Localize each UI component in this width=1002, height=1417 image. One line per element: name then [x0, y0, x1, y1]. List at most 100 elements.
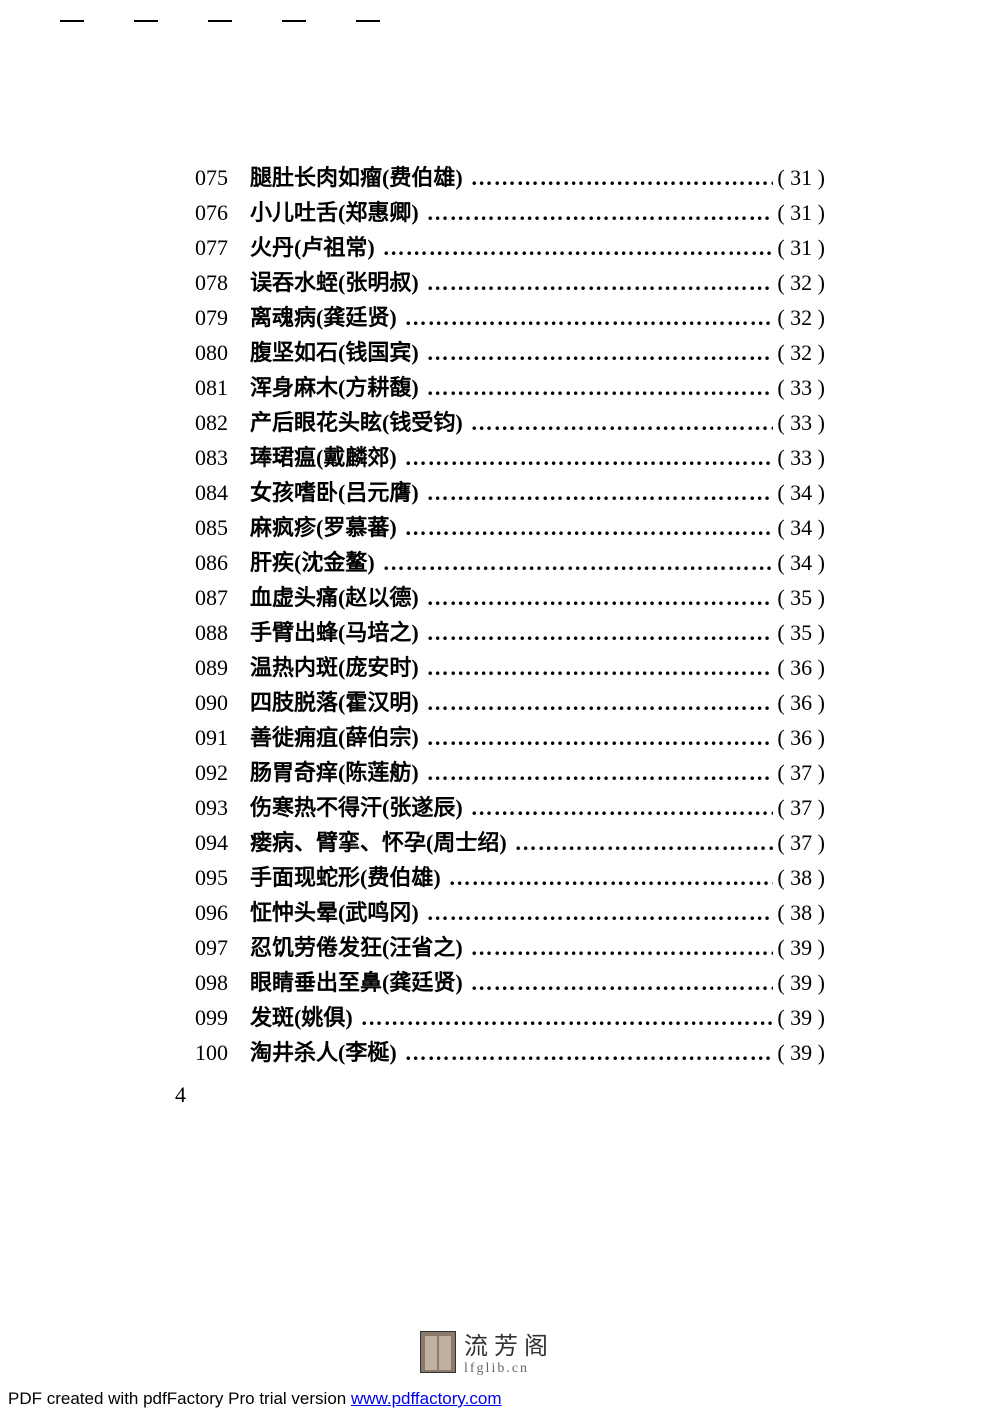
entry-title: 浑身麻木(方耕馥)	[250, 370, 419, 405]
logo-url-text: lfglib.cn	[464, 1361, 554, 1377]
entry-title: 淘井杀人(李梴)	[250, 1035, 397, 1070]
entry-title: 小儿吐舌(郑惠卿)	[250, 195, 419, 230]
entry-page: ( 33 )	[773, 370, 825, 405]
entry-title: 麻疯疹(罗慕蕃)	[250, 510, 397, 545]
entry-number: 077	[195, 230, 250, 265]
toc-entry: 094瘘病、臂挛、怀孕(周士绍)…………………………………………………………………	[195, 825, 825, 860]
toc-entry: 088手臂出蜂(马培之)………………………………………………………………( 35…	[195, 615, 825, 650]
entry-page: ( 32 )	[773, 300, 825, 335]
entry-page: ( 39 )	[773, 965, 825, 1000]
entry-title: 善徙痈疽(薛伯宗)	[250, 720, 419, 755]
entry-page: ( 34 )	[773, 545, 825, 580]
entry-number: 081	[195, 370, 250, 405]
toc-entry: 085麻疯疹(罗慕蕃)………………………………………………………………( 34 …	[195, 510, 825, 545]
book-icon	[420, 1331, 456, 1373]
toc-entry: 092肠胃奇痒(陈莲舫)………………………………………………………………( 37…	[195, 755, 825, 790]
entry-dots: ………………………………………………………………	[419, 195, 774, 230]
entry-title: 忍饥劳倦发狂(汪省之)	[250, 930, 463, 965]
entry-title: 血虚头痛(赵以德)	[250, 580, 419, 615]
entry-page: ( 32 )	[773, 265, 825, 300]
entry-title: 四肢脱落(霍汉明)	[250, 685, 419, 720]
entry-dots: ………………………………………………………………	[397, 1035, 774, 1070]
entry-page: ( 37 )	[773, 790, 825, 825]
entry-number: 087	[195, 580, 250, 615]
entry-page: ( 34 )	[773, 475, 825, 510]
entry-number: 083	[195, 440, 250, 475]
entry-page: ( 34 )	[773, 510, 825, 545]
entry-dots: ………………………………………………………………	[419, 895, 774, 930]
entry-page: ( 38 )	[773, 895, 825, 930]
entry-number: 085	[195, 510, 250, 545]
toc-entry: 082产后眼花头眩(钱受钧)………………………………………………………………( …	[195, 405, 825, 440]
entry-title: 怔忡头晕(武鸣冈)	[250, 895, 419, 930]
entry-number: 097	[195, 930, 250, 965]
entry-number: 092	[195, 755, 250, 790]
toc-entry: 078误吞水蛭(张明叔)………………………………………………………………( 32…	[195, 265, 825, 300]
toc-entry: 095手面现蛇形(费伯雄)………………………………………………………………( 3…	[195, 860, 825, 895]
toc-entry: 084女孩嗜卧(吕元膺)………………………………………………………………( 34…	[195, 475, 825, 510]
entry-title: 肝疾(沈金鳌)	[250, 545, 375, 580]
entry-title: 手面现蛇形(费伯雄)	[250, 860, 441, 895]
entry-number: 076	[195, 195, 250, 230]
entry-number: 075	[195, 160, 250, 195]
entry-dots: ………………………………………………………………	[419, 615, 774, 650]
entry-dots: ………………………………………………………………	[397, 440, 774, 475]
pdf-footer-link[interactable]: www.pdffactory.com	[351, 1389, 502, 1408]
entry-number: 098	[195, 965, 250, 1000]
entry-number: 084	[195, 475, 250, 510]
entry-page: ( 33 )	[773, 405, 825, 440]
entry-number: 080	[195, 335, 250, 370]
entry-title: 产后眼花头眩(钱受钧)	[250, 405, 463, 440]
entry-page: ( 31 )	[773, 230, 825, 265]
entry-page: ( 35 )	[773, 615, 825, 650]
entry-page: ( 39 )	[773, 1000, 825, 1035]
toc-entry: 090四肢脱落(霍汉明)………………………………………………………………( 36…	[195, 685, 825, 720]
entry-title: 火丹(卢祖常)	[250, 230, 375, 265]
entry-number: 089	[195, 650, 250, 685]
entry-number: 079	[195, 300, 250, 335]
entry-dots: ………………………………………………………………	[375, 545, 774, 580]
entry-dots: ………………………………………………………………	[397, 510, 774, 545]
top-border-marks	[60, 20, 380, 24]
entry-page: ( 36 )	[773, 650, 825, 685]
entry-title: 手臂出蜂(马培之)	[250, 615, 419, 650]
entry-dots: ………………………………………………………………	[463, 965, 774, 1000]
entry-dots: ………………………………………………………………	[419, 685, 774, 720]
toc-entry: 076小儿吐舌(郑惠卿)………………………………………………………………( 31…	[195, 195, 825, 230]
entry-page: ( 31 )	[773, 160, 825, 195]
entry-number: 091	[195, 720, 250, 755]
entry-page: ( 32 )	[773, 335, 825, 370]
toc-entry: 087血虚头痛(赵以德)………………………………………………………………( 35…	[195, 580, 825, 615]
toc-entry: 086肝疾(沈金鳌)………………………………………………………………( 34 )	[195, 545, 825, 580]
toc-entry: 079离魂病(龚廷贤)………………………………………………………………( 32 …	[195, 300, 825, 335]
entry-number: 093	[195, 790, 250, 825]
entry-dots: ………………………………………………………………	[419, 650, 774, 685]
entry-number: 086	[195, 545, 250, 580]
entry-number: 090	[195, 685, 250, 720]
entry-dots: ………………………………………………………………	[419, 755, 774, 790]
entry-number: 096	[195, 895, 250, 930]
toc-entry: 098眼睛垂出至鼻(龚廷贤)………………………………………………………………( …	[195, 965, 825, 1000]
entry-page: ( 37 )	[773, 755, 825, 790]
entry-title: 瘘病、臂挛、怀孕(周士绍)	[250, 825, 507, 860]
entry-number: 100	[195, 1035, 250, 1070]
entry-page: ( 36 )	[773, 685, 825, 720]
entry-title: 琫珺瘟(戴麟郊)	[250, 440, 397, 475]
entry-title: 腹坚如石(钱国宾)	[250, 335, 419, 370]
pdf-footer-prefix: PDF created with pdfFactory Pro trial ve…	[8, 1389, 351, 1408]
logo-cn-text: 流芳阁	[464, 1326, 554, 1361]
entry-dots: ………………………………………………………………	[507, 825, 774, 860]
entry-dots: ………………………………………………………………	[419, 265, 774, 300]
entry-title: 误吞水蛭(张明叔)	[250, 265, 419, 300]
entry-dots: ………………………………………………………………	[353, 1000, 774, 1035]
toc-entry: 077火丹(卢祖常)………………………………………………………………( 31 )	[195, 230, 825, 265]
page-number: 4	[175, 1082, 186, 1108]
entry-title: 腿肚长肉如瘤(费伯雄)	[250, 160, 463, 195]
entry-number: 082	[195, 405, 250, 440]
toc-entry: 075腿肚长肉如瘤(费伯雄)………………………………………………………………( …	[195, 160, 825, 195]
toc-entry: 081浑身麻木(方耕馥)………………………………………………………………( 33…	[195, 370, 825, 405]
entry-page: ( 35 )	[773, 580, 825, 615]
entry-dots: ………………………………………………………………	[419, 580, 774, 615]
entry-title: 伤寒热不得汗(张遂辰)	[250, 790, 463, 825]
entry-dots: ………………………………………………………………	[419, 720, 774, 755]
